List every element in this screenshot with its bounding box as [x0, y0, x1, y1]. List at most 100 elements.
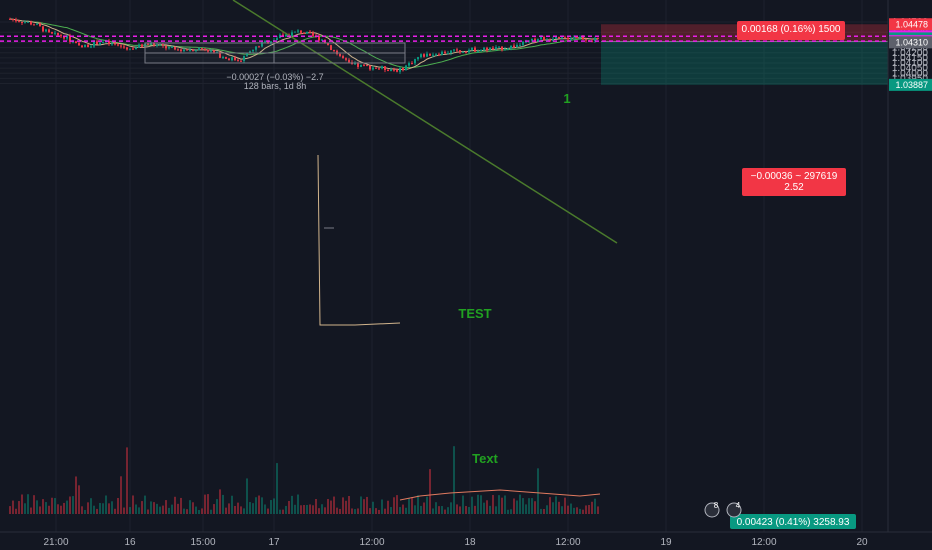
candle-body	[516, 45, 518, 48]
candle-body	[504, 49, 506, 51]
volume-bar	[129, 507, 131, 514]
candle-body	[459, 50, 461, 52]
volume-bar	[108, 503, 110, 514]
volume-bar	[27, 494, 29, 514]
volume-bar	[219, 489, 221, 514]
volume-bar	[156, 503, 158, 514]
volume-bar	[87, 502, 89, 514]
candle-body	[375, 67, 377, 69]
volume-bar	[207, 494, 209, 514]
volume-bar	[237, 502, 239, 514]
candle-body	[159, 44, 161, 46]
candle-body	[435, 54, 437, 56]
volume-bar	[438, 506, 440, 514]
price-tag-bg	[889, 78, 932, 91]
candle-body	[414, 59, 416, 64]
candle-body	[210, 50, 212, 52]
candle-body	[180, 49, 182, 52]
volume-bar	[408, 498, 410, 514]
candle-body	[39, 23, 41, 27]
candle-body	[51, 32, 53, 34]
candle-body	[231, 57, 233, 61]
volume-bar	[180, 497, 182, 514]
candle-body	[330, 45, 332, 50]
volume-bar	[96, 508, 98, 514]
volume-bar	[273, 498, 275, 514]
volume-bar	[567, 505, 569, 514]
candle-body	[270, 41, 272, 44]
volume-bar	[573, 507, 575, 514]
candle-body	[522, 41, 524, 45]
candle-body	[141, 44, 143, 47]
volume-bar	[270, 500, 272, 514]
volume-bar	[363, 499, 365, 514]
volume-bar	[381, 499, 383, 514]
volume-bar	[552, 502, 554, 514]
volume-bar	[489, 505, 491, 514]
candle-body	[534, 38, 536, 42]
volume-bar	[15, 508, 17, 514]
volume-bar	[57, 504, 59, 514]
volume-bar	[18, 501, 20, 514]
candle-body	[465, 51, 467, 53]
candle-body	[420, 54, 422, 58]
volume-bar	[330, 500, 332, 514]
time-tick: 12:00	[555, 537, 580, 548]
volume-bar	[594, 498, 596, 514]
volume-bar	[369, 508, 371, 514]
volume-bar	[75, 476, 77, 514]
volume-bar	[441, 506, 443, 514]
candle-body	[567, 37, 569, 40]
volume-bar	[24, 503, 26, 514]
candle-body	[186, 49, 188, 51]
candle-body	[378, 68, 380, 70]
candle-body	[300, 30, 302, 33]
time-tick: 16	[124, 537, 136, 548]
candle-body	[240, 60, 242, 62]
candle-body	[501, 46, 503, 51]
volume-bar	[510, 509, 512, 514]
volume-bar	[114, 508, 116, 514]
volume-bar	[267, 508, 269, 514]
candle-body	[225, 56, 227, 59]
candle-body	[561, 37, 563, 39]
candle-body	[423, 54, 425, 57]
candle-body	[552, 38, 554, 42]
volume-bar	[465, 506, 467, 514]
volume-bar	[198, 509, 200, 514]
candle-body	[9, 18, 11, 20]
volume-bar	[528, 498, 530, 514]
volume-bar	[105, 495, 107, 514]
volume-bar	[519, 494, 521, 514]
target-zone	[601, 41, 888, 85]
candle-body	[540, 37, 542, 40]
volume-bar	[294, 504, 296, 514]
ma-step	[317, 154, 401, 326]
volume-bar	[405, 507, 407, 514]
candle-body	[204, 48, 206, 50]
time-tick: 12:00	[359, 537, 384, 548]
volume-bar	[54, 498, 56, 514]
volume-bar	[348, 496, 350, 514]
volume-bar	[21, 494, 23, 514]
event-badge	[704, 502, 720, 518]
candle-body	[192, 49, 194, 52]
candle-body	[480, 49, 482, 52]
candle-body	[468, 49, 470, 53]
candle-body	[408, 63, 410, 66]
candle-body	[444, 51, 446, 54]
time-tick: 18	[464, 537, 476, 548]
volume-bar	[315, 499, 317, 514]
time-tick: 21:00	[43, 537, 68, 548]
time-tick: 17	[268, 537, 280, 548]
horizontal-lines	[0, 35, 888, 42]
time-tick: 19	[660, 537, 672, 548]
price-tag: 1.04478	[895, 19, 928, 29]
moving-averages	[9, 18, 601, 501]
candle-body	[171, 46, 173, 48]
candle-body	[354, 63, 356, 65]
price-axis: 1.045001.044001.043001.042501.042001.041…	[887, 0, 932, 550]
candle-body	[369, 65, 371, 70]
volume-bar	[426, 496, 428, 514]
